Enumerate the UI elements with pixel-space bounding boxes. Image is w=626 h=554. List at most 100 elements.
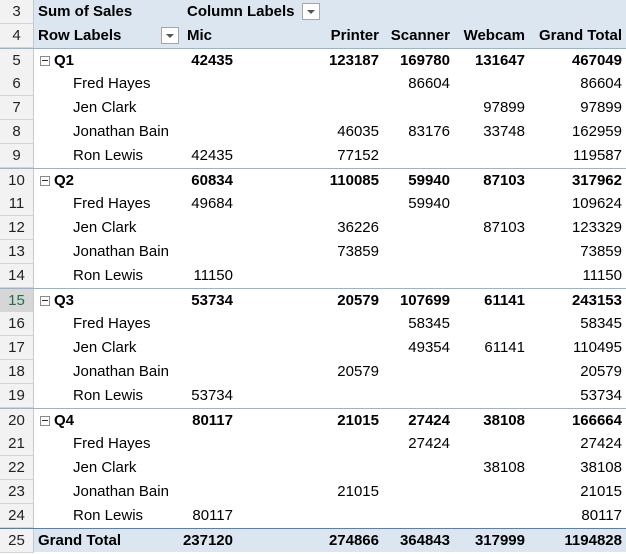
quarter-label[interactable]: Q1 (54, 52, 75, 69)
row-header[interactable]: 15 (0, 289, 34, 313)
value-cell[interactable]: 97899 (483, 99, 525, 116)
value-cell[interactable]: 27424 (408, 412, 450, 429)
person-label[interactable]: Jen Clark (73, 99, 137, 116)
value-cell[interactable]: 38108 (483, 412, 525, 429)
value-cell[interactable]: 46035 (337, 123, 379, 140)
value-cell[interactable]: 61141 (484, 292, 525, 309)
grand-total-value[interactable]: 317999 (474, 532, 525, 549)
value-cell[interactable]: 119587 (573, 147, 622, 164)
value-cell[interactable]: 123329 (571, 219, 622, 236)
person-label[interactable]: Jonathan Bain (73, 123, 169, 140)
value-cell[interactable]: 467049 (571, 52, 622, 69)
row-header[interactable]: 23 (0, 480, 34, 504)
value-cell[interactable]: 49354 (408, 339, 450, 356)
grand-total-value[interactable]: 237120 (182, 532, 233, 549)
value-cell[interactable]: 11150 (582, 267, 623, 284)
value-cell[interactable]: 20579 (337, 292, 379, 309)
person-label[interactable]: Ron Lewis (73, 387, 144, 404)
row-header[interactable]: 14 (0, 264, 34, 288)
value-cell[interactable]: 80117 (192, 507, 233, 524)
value-cell[interactable]: 60834 (191, 172, 233, 189)
value-cell[interactable]: 107699 (399, 292, 450, 309)
row-header[interactable]: 20 (0, 409, 34, 433)
value-cell[interactable]: 33748 (483, 123, 525, 140)
value-cell[interactable]: 36226 (337, 219, 379, 236)
collapse-minus-icon[interactable] (40, 416, 50, 426)
row-header[interactable]: 10 (0, 169, 34, 193)
value-cell[interactable]: 59940 (408, 195, 450, 212)
collapse-minus-icon[interactable] (40, 296, 50, 306)
value-cell[interactable]: 86604 (580, 75, 622, 92)
person-label[interactable]: Jen Clark (73, 219, 137, 236)
row-header[interactable]: 19 (0, 384, 34, 408)
row-labels-filter-dropdown-icon[interactable] (161, 27, 179, 44)
value-cell[interactable]: 110495 (573, 339, 622, 356)
value-cell[interactable]: 77152 (337, 147, 379, 164)
quarter-label[interactable]: Q4 (54, 412, 75, 429)
value-cell[interactable]: 109624 (571, 195, 622, 212)
row-header[interactable]: 22 (0, 456, 34, 480)
person-label[interactable]: Ron Lewis (73, 507, 144, 524)
column-labels-filter-dropdown-icon[interactable] (302, 3, 320, 20)
value-cell[interactable]: 38108 (580, 459, 622, 476)
value-cell[interactable]: 123187 (328, 52, 379, 69)
value-cell[interactable]: 110085 (329, 172, 379, 189)
value-cell[interactable]: 131647 (474, 52, 525, 69)
row-header[interactable]: 21 (0, 432, 34, 456)
person-label[interactable]: Fred Hayes (73, 435, 151, 452)
grand-total-value[interactable]: 1194828 (564, 532, 622, 549)
value-cell[interactable]: 86604 (408, 75, 450, 92)
value-cell[interactable]: 87103 (483, 219, 525, 236)
grand-total-value[interactable]: 364843 (399, 532, 450, 549)
value-cell[interactable]: 21015 (337, 412, 379, 429)
person-label[interactable]: Fred Hayes (73, 315, 151, 332)
person-label[interactable]: Jen Clark (73, 339, 137, 356)
value-cell[interactable]: 27424 (580, 435, 622, 452)
row-header[interactable]: 11 (0, 192, 34, 216)
value-cell[interactable]: 61141 (484, 339, 525, 356)
value-cell[interactable]: 11150 (193, 267, 234, 284)
row-header[interactable]: 4 (0, 24, 34, 48)
value-cell[interactable]: 20579 (337, 363, 379, 380)
quarter-label[interactable]: Q2 (54, 172, 75, 189)
grand-total-value[interactable]: 274866 (328, 532, 379, 549)
value-cell[interactable]: 53734 (191, 387, 233, 404)
person-label[interactable]: Jonathan Bain (73, 363, 169, 380)
value-cell[interactable]: 42435 (191, 147, 233, 164)
value-cell[interactable]: 59940 (408, 172, 450, 189)
value-cell[interactable]: 317962 (571, 172, 622, 189)
value-cell[interactable]: 162959 (571, 123, 622, 140)
person-label[interactable]: Fred Hayes (73, 195, 151, 212)
value-cell[interactable]: 87103 (483, 172, 525, 189)
value-cell[interactable]: 169780 (399, 52, 450, 69)
value-cell[interactable]: 42435 (191, 52, 233, 69)
value-cell[interactable]: 38108 (483, 459, 525, 476)
row-header[interactable]: 13 (0, 240, 34, 264)
person-label[interactable]: Ron Lewis (73, 267, 144, 284)
value-cell[interactable]: 53734 (580, 387, 622, 404)
value-cell[interactable]: 49684 (191, 195, 233, 212)
value-cell[interactable]: 27424 (408, 435, 450, 452)
value-cell[interactable]: 243153 (571, 292, 622, 309)
value-cell[interactable]: 21015 (580, 483, 622, 500)
row-header[interactable]: 6 (0, 72, 34, 96)
person-label[interactable]: Jonathan Bain (73, 243, 169, 260)
person-label[interactable]: Jen Clark (73, 459, 137, 476)
value-cell[interactable]: 20579 (580, 363, 622, 380)
value-cell[interactable]: 58345 (408, 315, 450, 332)
person-label[interactable]: Fred Hayes (73, 75, 151, 92)
row-header[interactable]: 5 (0, 49, 34, 73)
value-cell[interactable]: 73859 (337, 243, 379, 260)
value-cell[interactable]: 80117 (581, 507, 622, 524)
row-header[interactable]: 7 (0, 96, 34, 120)
value-cell[interactable]: 21015 (337, 483, 379, 500)
collapse-minus-icon[interactable] (40, 56, 50, 66)
value-cell[interactable]: 53734 (191, 292, 233, 309)
row-header[interactable]: 16 (0, 312, 34, 336)
row-header[interactable]: 12 (0, 216, 34, 240)
value-cell[interactable]: 58345 (580, 315, 622, 332)
value-cell[interactable]: 97899 (580, 99, 622, 116)
row-header[interactable]: 25 (0, 529, 34, 553)
row-header[interactable]: 3 (0, 0, 34, 24)
value-cell[interactable]: 73859 (580, 243, 622, 260)
